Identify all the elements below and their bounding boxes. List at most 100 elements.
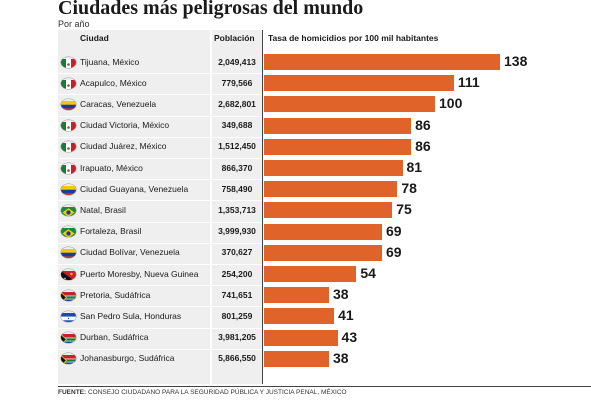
- bar: [264, 54, 500, 70]
- southafrica-flag-icon: [61, 290, 76, 301]
- bar: [264, 223, 382, 240]
- city-name: Pretoria: [80, 289, 110, 300]
- city-label: Natal, Brasil: [80, 205, 126, 215]
- population-value: 5,866,550: [218, 353, 256, 364]
- bar: [264, 117, 412, 134]
- mexico-flag-icon: [61, 120, 76, 132]
- bar: [264, 266, 357, 282]
- city-name: Acapulco: [80, 77, 115, 88]
- city-label: Fortaleza, Brasil: [80, 226, 141, 236]
- population-value: 801,259: [221, 310, 253, 321]
- country-name: México: [119, 77, 147, 88]
- bar-value-label: 69: [386, 222, 402, 239]
- bar: [264, 75, 454, 92]
- country-name: Nueva Guinea: [144, 268, 199, 279]
- source-label: FUENTE:: [58, 389, 87, 396]
- city-column-header: Ciudad: [80, 33, 109, 43]
- venezuela-flag-icon: [61, 99, 76, 110]
- row-separator: [58, 94, 262, 96]
- png-flag-icon: [61, 269, 76, 280]
- southafrica-flag-icon: [61, 353, 76, 365]
- venezuela-flag-icon: [61, 247, 76, 259]
- population-column-background: [212, 30, 262, 384]
- brazil-flag-icon: [61, 205, 76, 216]
- city-name: Durban: [80, 332, 108, 343]
- bar-value-label: 86: [415, 116, 431, 133]
- city-separator: ,: [137, 120, 143, 131]
- bar-value-label: 81: [406, 159, 423, 175]
- bar-value-label: 86: [415, 137, 431, 154]
- city-separator: ,: [111, 162, 116, 173]
- bar-value-label: 41: [338, 307, 354, 324]
- mexico-flag-icon: [61, 163, 76, 174]
- city-column-background: [58, 30, 210, 384]
- city-label: San Pedro Sula, Honduras: [80, 311, 181, 321]
- city-separator: ,: [114, 77, 120, 88]
- city-name: Natal: [80, 204, 100, 215]
- row-separator: [58, 242, 262, 244]
- city-label: Durban, Sudáfrica: [80, 332, 149, 342]
- source-text: CONSEJO CIUDADANO PARA LA SEGURIDAD PÚBL…: [87, 389, 347, 396]
- row-separator: [58, 285, 262, 287]
- bar-value-label: 100: [439, 95, 463, 112]
- honduras-flag-icon: [61, 311, 76, 322]
- city-label: Johanasburgo, Sudáfrica: [80, 353, 175, 363]
- bar: [264, 350, 329, 367]
- city-label: Caracas, Venezuela: [80, 99, 156, 109]
- population-value: 2,049,413: [218, 56, 256, 67]
- row-separator: [58, 73, 262, 75]
- population-column-header: Población: [214, 33, 255, 43]
- city-separator: ,: [107, 332, 113, 343]
- bar-value-label: 38: [332, 286, 349, 303]
- country-name: México: [115, 162, 143, 173]
- country-name: Sudáfrica: [114, 289, 151, 300]
- row-separator: [58, 327, 262, 329]
- bar: [264, 181, 398, 198]
- city-separator: ,: [99, 204, 105, 215]
- bar-value-label: 75: [396, 201, 412, 218]
- population-value: 779,566: [221, 77, 253, 88]
- bar: [264, 96, 435, 113]
- city-label: Puerto Moresby, Nueva Guinea: [80, 269, 198, 279]
- bar-value-label: 138: [504, 53, 528, 69]
- population-value: 866,370: [221, 162, 253, 173]
- country-name: Sudáfrica: [138, 353, 175, 364]
- bar: [264, 160, 403, 176]
- bar: [264, 244, 382, 261]
- mexico-flag-icon: [61, 57, 76, 68]
- rate-column-header: Tasa de homicidios por 100 mil habitante…: [268, 33, 439, 43]
- country-name: Brasil: [120, 226, 142, 237]
- population-value: 1,512,450: [218, 141, 256, 152]
- population-value: 741,651: [221, 289, 253, 300]
- source-note: FUENTE: CONSEJO CIUDADANO PARA LA SEGURI…: [58, 389, 347, 396]
- population-value: 3,981,205: [218, 332, 256, 343]
- row-separator: [58, 158, 262, 159]
- bar: [264, 138, 412, 155]
- bar: [264, 287, 329, 304]
- city-separator: ,: [134, 141, 140, 152]
- country-name: Venezuela: [148, 183, 189, 194]
- city-label: Irapuato, México: [80, 163, 143, 173]
- row-separator: [58, 221, 262, 223]
- population-value: 370,627: [221, 247, 253, 258]
- city-name: Ciudad Guayana: [80, 183, 144, 194]
- city-label: Ciudad Guayana, Venezuela: [80, 184, 188, 194]
- city-separator: ,: [143, 183, 149, 194]
- row-separator: [58, 306, 262, 308]
- mexico-flag-icon: [61, 141, 76, 153]
- footer-divider: [58, 386, 591, 387]
- bar-value-label: 111: [457, 74, 480, 91]
- mexico-flag-icon: [61, 78, 76, 89]
- city-name: Irapuato: [80, 162, 112, 173]
- city-name: Ciudad Juárez: [80, 141, 135, 152]
- row-separator: [58, 348, 262, 350]
- city-label: Tijuana, México: [80, 57, 139, 67]
- country-name: Venezuela: [116, 98, 157, 109]
- city-separator: ,: [135, 247, 141, 258]
- country-name: México: [139, 141, 167, 152]
- chart-title: Ciudades más peligrosas del mundo: [58, 0, 364, 19]
- brazil-flag-icon: [61, 226, 76, 238]
- bar: [264, 329, 338, 346]
- population-value: 254,200: [221, 268, 253, 279]
- city-separator: ,: [111, 98, 117, 109]
